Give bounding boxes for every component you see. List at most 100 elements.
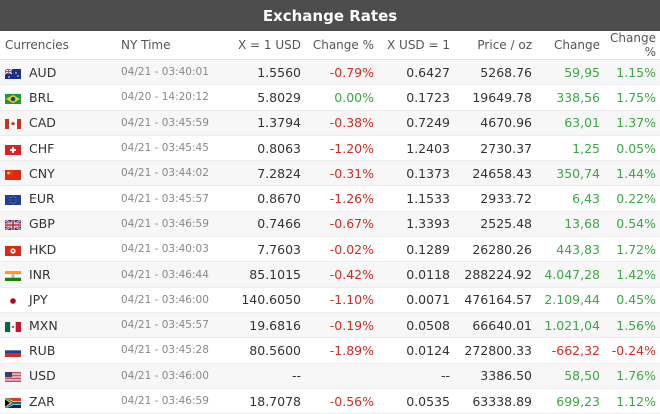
switzerland-flag-icon (5, 143, 23, 155)
col-header-ny-time[interactable]: NY Time (113, 31, 225, 60)
rate-change-pct: -0.42% (305, 261, 378, 288)
australia-flag-icon (4, 67, 23, 79)
table-row-hkd[interactable]: HKD 04/21 - 03:40:03 7.7603 -0.02% 0.1289 262… (0, 236, 660, 263)
currency-code: CHF (29, 140, 55, 156)
gold-price-oz: 2730.37 (454, 135, 536, 162)
table-row-eur[interactable]: EUR 04/21 - 03:45:57 0.8670 -1.26% 1.1533 293… (0, 185, 660, 212)
table-row-aud[interactable]: AUD 04/21 - 03:40:01 1.5560 -0.79% 0.6427 526… (0, 59, 660, 86)
currency-cell[interactable]: USD (0, 363, 113, 389)
rate-change-pct: -1.89% (305, 337, 378, 364)
currency-cell[interactable]: CAD (0, 110, 113, 136)
gold-price-oz: 3386.50 (454, 363, 536, 389)
table-row-gbp[interactable]: GBP 04/21 - 03:46:59 0.7466 -0.67% 1.3393 252… (0, 211, 660, 238)
rate-change-pct: -0.79% (305, 59, 378, 86)
rate-change-pct: -0.02% (305, 236, 378, 263)
gold-price-oz: 66640.01 (454, 312, 536, 339)
gold-change: 443,83 (536, 236, 604, 263)
currency-cell[interactable]: MXN (0, 312, 113, 339)
rate-change-pct: -0.31% (305, 160, 378, 187)
ny-time: 04/21 - 03:46:59 (113, 211, 225, 238)
currency-cell[interactable]: INR (0, 261, 113, 288)
mexico-flag-icon (5, 320, 23, 332)
col-header-price-oz[interactable]: Price / oz (454, 31, 536, 60)
title-text: Exchange Rates (262, 6, 398, 25)
currency-cell[interactable]: HKD (0, 236, 113, 263)
gold-change: 338,56 (536, 84, 604, 111)
rate-x-per-usd: 1.3794 (225, 110, 305, 136)
col-header-x-1-usd[interactable]: X = 1 USD (225, 31, 305, 60)
hong-kong-flag-icon (5, 244, 23, 256)
ny-time: 04/21 - 03:46:44 (113, 261, 225, 288)
gold-change: 6,43 (536, 185, 604, 212)
rate-usd-per-x: 0.0508 (378, 312, 454, 339)
table-row-cad[interactable]: CAD 04/21 - 03:45:59 1.3794 -0.38% 0.7249 467… (0, 110, 660, 136)
currency-cell[interactable]: RUB (0, 337, 113, 364)
col-header-change[interactable]: Change (536, 31, 604, 60)
gold-change-pct: 0.54% (604, 211, 660, 238)
gold-price-oz: 24658.43 (454, 160, 536, 187)
rate-usd-per-x: 0.0124 (378, 337, 454, 364)
rate-usd-per-x: -- (378, 363, 454, 389)
col-header-change-pct[interactable]: Change % (305, 31, 378, 60)
col-header-change-pct-gold[interactable]: Change % (604, 31, 660, 60)
canada-flag-icon (5, 117, 23, 130)
china-flag-icon (5, 168, 23, 180)
ny-time: 04/21 - 03:45:57 (113, 185, 225, 212)
rate-change-pct (305, 363, 378, 389)
rate-change-pct: -1.26% (305, 185, 378, 212)
table-row-zar[interactable]: ZAR 04/21 - 03:46:59 18.7078 -0.56% 0.0535 63… (0, 388, 660, 414)
currency-cell[interactable]: AUD (0, 59, 113, 86)
table-row-mxn[interactable]: MXN 04/21 - 03:45:57 19.6816 -0.19% 0.0508 66… (0, 312, 660, 339)
table-row-inr[interactable]: INR 04/21 - 03:46:44 85.1015 -0.42% 0.0118 28… (0, 261, 660, 288)
rate-x-per-usd: 80.5600 (225, 337, 305, 364)
gold-change-pct: 0.05% (604, 135, 660, 162)
table-row-jpy[interactable]: JPY 04/21 - 03:46:00 140.6050 -1.10% 0.0071 4… (0, 287, 660, 313)
rate-change-pct: -1.10% (305, 287, 378, 313)
currency-code: EUR (29, 191, 55, 207)
currency-cell[interactable]: CNY (0, 160, 113, 187)
currency-cell[interactable]: CHF (0, 135, 113, 162)
ny-time: 04/21 - 03:45:28 (113, 337, 225, 364)
japan-flag-icon (5, 294, 23, 307)
gold-change-pct: 0.22% (604, 185, 660, 212)
currency-cell[interactable]: ZAR (0, 388, 113, 414)
rate-change-pct: -0.19% (305, 312, 378, 339)
ny-time: 04/21 - 03:46:59 (113, 388, 225, 414)
russia-flag-icon (5, 345, 23, 357)
currency-cell[interactable]: BRL (0, 84, 113, 111)
rate-x-per-usd: 7.2824 (225, 160, 305, 187)
currency-code: RUB (29, 342, 56, 358)
table-row-usd[interactable]: USD 04/21 - 03:46:00 -- -- 3386.50 58,50 1.76% (0, 363, 660, 389)
currency-code: MXN (29, 317, 58, 333)
rate-x-per-usd: 18.7078 (225, 388, 305, 414)
currency-cell[interactable]: GBP (0, 211, 113, 238)
rate-change-pct: -1.20% (305, 135, 378, 162)
rate-usd-per-x: 1.1533 (378, 185, 454, 212)
table-row-brl[interactable]: BRL 04/20 - 14:20:12 5.8029 0.00% 0.1723 1964… (0, 84, 660, 111)
gold-price-oz: 5268.76 (454, 59, 536, 86)
gold-price-oz: 4670.96 (454, 110, 536, 136)
col-header-currencies[interactable]: Currencies (0, 31, 113, 60)
ny-time: 04/21 - 03:45:59 (113, 110, 225, 136)
gold-price-oz: 2525.48 (454, 211, 536, 238)
gold-price-oz: 26280.26 (454, 236, 536, 263)
ny-time: 04/20 - 14:20:12 (113, 84, 225, 111)
table-row-cny[interactable]: CNY 04/21 - 03:44:02 7.2824 -0.31% 0.1373 246… (0, 160, 660, 187)
rate-usd-per-x: 0.7249 (378, 110, 454, 136)
gold-change-pct: 1.76% (604, 363, 660, 389)
table-row-chf[interactable]: CHF 04/21 - 03:45:45 0.8063 -1.20% 1.2403 273… (0, 135, 660, 162)
currency-code: INR (29, 267, 51, 283)
rate-usd-per-x: 0.0118 (378, 261, 454, 288)
gold-change-pct: 1.15% (604, 59, 660, 86)
gold-price-oz: 19649.78 (454, 84, 536, 111)
ny-time: 04/21 - 03:45:45 (113, 135, 225, 162)
currency-cell[interactable]: EUR (0, 185, 113, 212)
table-row-rub[interactable]: RUB 04/21 - 03:45:28 80.5600 -1.89% 0.0124 27… (0, 337, 660, 364)
currency-code: CAD (29, 115, 56, 131)
currency-code: JPY (29, 292, 48, 308)
currency-cell[interactable]: JPY (0, 287, 113, 313)
gold-change: 2.109,44 (536, 287, 604, 313)
rate-x-per-usd: 7.7603 (225, 236, 305, 263)
col-header-x-usd-1[interactable]: X USD = 1 (378, 31, 454, 60)
rate-usd-per-x: 1.3393 (378, 211, 454, 238)
